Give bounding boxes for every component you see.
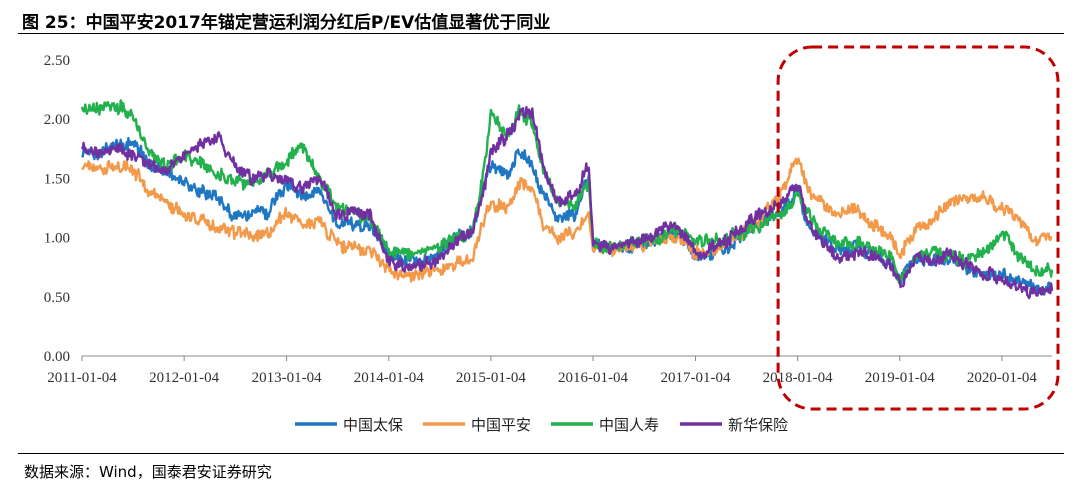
y-tick-label: 0.00 bbox=[44, 349, 70, 365]
x-tick-label: 2013-01-04 bbox=[252, 370, 322, 386]
series-line-2 bbox=[81, 157, 1053, 283]
series-line-4 bbox=[80, 106, 1054, 300]
x-tick-label: 2011-01-04 bbox=[47, 370, 117, 386]
legend-label: 中国平安 bbox=[471, 416, 531, 434]
title-rule bbox=[18, 33, 1064, 34]
x-tick-label: 2019-01-04 bbox=[865, 370, 935, 386]
legend-label: 中国太保 bbox=[343, 416, 403, 434]
legend: 中国太保 中国平安 中国人寿 新华保险 bbox=[295, 416, 788, 434]
y-tick-label: 1.00 bbox=[44, 231, 70, 247]
x-tick-label: 2016-01-04 bbox=[558, 370, 628, 386]
y-tick-label: 2.00 bbox=[44, 112, 70, 128]
x-axis: 2011-01-04 2012-01-04 2013-01-04 2014-01-04… bbox=[47, 356, 1037, 386]
series-layer bbox=[80, 99, 1054, 300]
y-axis: 0.00 0.50 1.00 1.50 2.00 2.50 bbox=[44, 53, 70, 365]
x-tick-label: 2020-01-04 bbox=[967, 370, 1037, 386]
x-tick-label: 2012-01-04 bbox=[149, 370, 219, 386]
legend-label: 中国人寿 bbox=[599, 416, 659, 434]
x-tick-label: 2017-01-04 bbox=[660, 370, 730, 386]
x-tick-label: 2014-01-04 bbox=[354, 370, 424, 386]
x-tick-label: 2018-01-04 bbox=[763, 370, 833, 386]
figure-title: 图 25：中国平安2017年锚定营运利润分红后P/EV估值显著优于同业 bbox=[22, 13, 551, 33]
x-tick-label: 2015-01-04 bbox=[456, 370, 526, 386]
y-tick-label: 1.50 bbox=[44, 171, 70, 187]
legend-label: 新华保险 bbox=[728, 416, 788, 434]
y-tick-label: 2.50 bbox=[44, 53, 70, 69]
highlight-box bbox=[776, 45, 1060, 411]
y-tick-label: 0.50 bbox=[44, 290, 70, 306]
series-line-3 bbox=[80, 99, 1054, 285]
source-rule bbox=[18, 453, 1064, 454]
figure-source: 数据来源：Wind，国泰君安证券研究 bbox=[24, 463, 272, 481]
